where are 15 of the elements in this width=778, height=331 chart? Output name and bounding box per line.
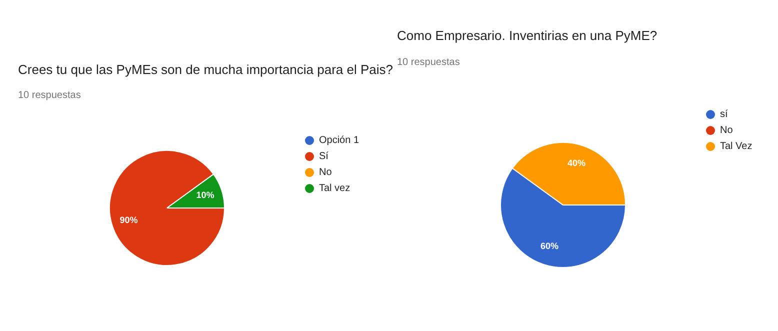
legend-label: No — [319, 166, 332, 178]
legend-label: Opción 1 — [319, 134, 360, 146]
data-label: 60% — [540, 241, 558, 252]
data-label: 10% — [196, 190, 214, 200]
legend-label: Tal vez — [319, 182, 350, 194]
chart-title: Crees tu que las PyMEs son de mucha importancia para el Pais? — [18, 62, 394, 77]
chart-subtitle: 10 respuestas — [18, 90, 81, 101]
legend-label: sí — [720, 108, 728, 120]
data-label: 90% — [120, 214, 138, 225]
legend-label: Tal Vez — [720, 140, 752, 152]
chart-title: Como Empresario. Inventirias en una PyME? — [397, 28, 658, 43]
chart-subtitle: 10 respuestas — [397, 57, 460, 68]
data-label: 40% — [568, 158, 586, 168]
legend-label: No — [720, 124, 733, 136]
legend-label: Sí — [319, 150, 328, 162]
